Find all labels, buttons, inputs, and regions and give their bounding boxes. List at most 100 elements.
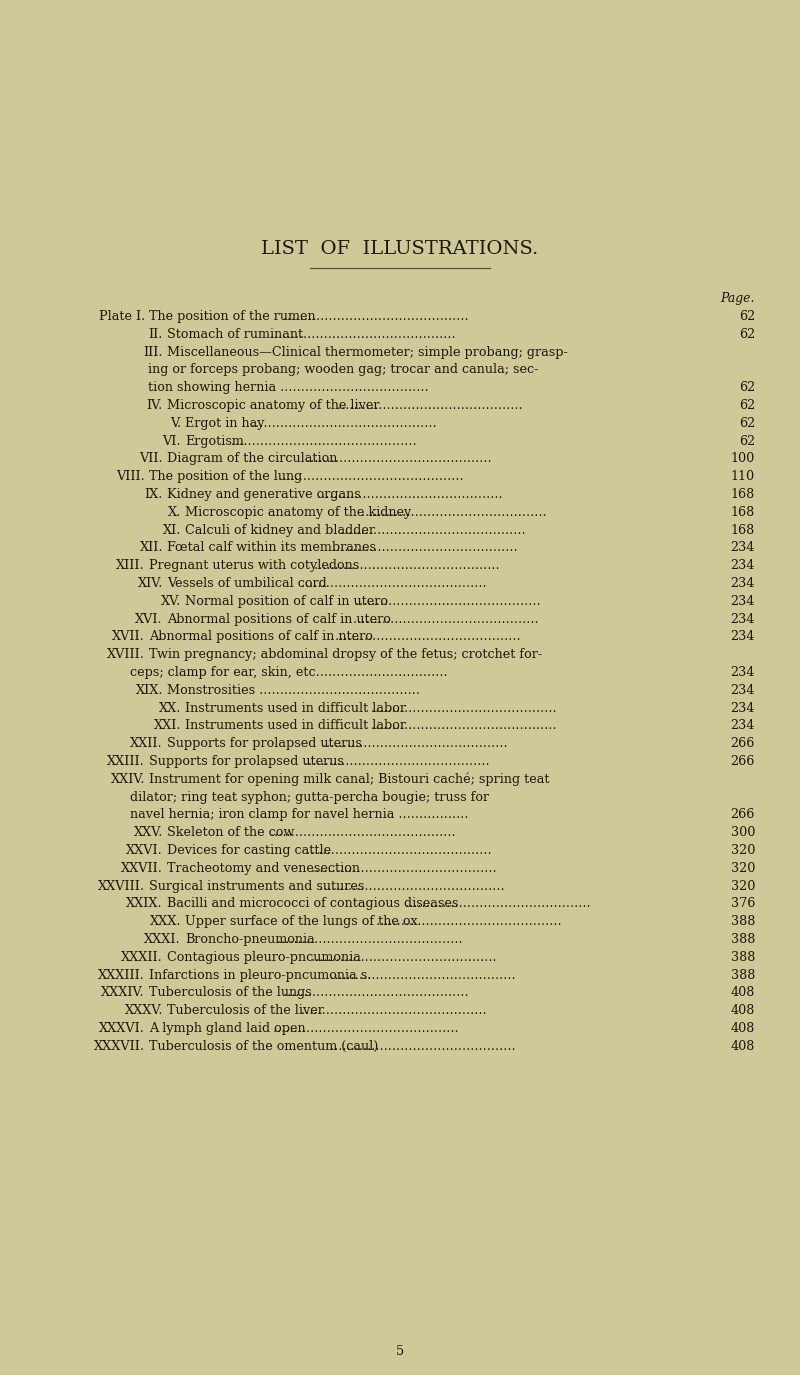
Text: .............................................: ........................................… xyxy=(336,524,526,536)
Text: XVII.: XVII. xyxy=(112,630,145,644)
Text: .............................................: ........................................… xyxy=(226,434,416,448)
Text: 234: 234 xyxy=(730,701,755,715)
Text: .............................................: ........................................… xyxy=(334,399,523,412)
Text: LIST  OF  ILLUSTRATIONS.: LIST OF ILLUSTRATIONS. xyxy=(262,241,538,258)
Text: Broncho-pneumonia: Broncho-pneumonia xyxy=(185,934,314,946)
Text: Calculi of kidney and bladder: Calculi of kidney and bladder xyxy=(185,524,375,536)
Text: XV.: XV. xyxy=(161,595,181,608)
Text: .............................................: ........................................… xyxy=(297,578,486,590)
Text: XVI.: XVI. xyxy=(135,613,163,626)
Text: II.: II. xyxy=(149,327,163,341)
Text: The position of the lung: The position of the lung xyxy=(149,470,302,483)
Text: .............................................: ........................................… xyxy=(357,506,546,518)
Text: Plate I.: Plate I. xyxy=(98,309,145,323)
Text: .............................................: ........................................… xyxy=(326,1040,515,1053)
Text: 408: 408 xyxy=(730,1004,755,1018)
Text: XX.: XX. xyxy=(158,701,181,715)
Text: navel hernia; iron clamp for navel hernia .................: navel hernia; iron clamp for navel herni… xyxy=(130,808,469,821)
Text: .............................................: ........................................… xyxy=(269,1022,458,1035)
Text: Ergot in hay: Ergot in hay xyxy=(185,417,265,430)
Text: Upper surface of the lungs of the ox: Upper surface of the lungs of the ox xyxy=(185,916,418,928)
Text: 376: 376 xyxy=(730,898,755,910)
Text: A lymph gland laid open: A lymph gland laid open xyxy=(149,1022,306,1035)
Text: Tuberculosis of the omentum (caul): Tuberculosis of the omentum (caul) xyxy=(149,1040,378,1053)
Text: dilator; ring teat syphon; gutta-percha bougie; truss for: dilator; ring teat syphon; gutta-percha … xyxy=(130,791,489,803)
Text: 266: 266 xyxy=(730,755,755,769)
Text: Fœtal calf within its membranes: Fœtal calf within its membranes xyxy=(167,542,376,554)
Text: Tuberculosis of the lungs: Tuberculosis of the lungs xyxy=(149,986,312,1000)
Text: 388: 388 xyxy=(730,934,755,946)
Text: 168: 168 xyxy=(730,506,755,518)
Text: XXVIII.: XXVIII. xyxy=(98,880,145,892)
Text: 100: 100 xyxy=(730,452,755,465)
Text: 234: 234 xyxy=(730,630,755,644)
Text: Surgical instruments and sutures: Surgical instruments and sutures xyxy=(149,880,364,892)
Text: Normal position of calf in utero: Normal position of calf in utero xyxy=(185,595,388,608)
Text: Pregnant uterus with cotyledons: Pregnant uterus with cotyledons xyxy=(149,560,359,572)
Text: The position of the rumen: The position of the rumen xyxy=(149,309,316,323)
Text: 300: 300 xyxy=(730,826,755,839)
Text: .............................................: ........................................… xyxy=(310,560,500,572)
Text: XXXII.: XXXII. xyxy=(122,950,163,964)
Text: Bacilli and micrococci of contagious diseases: Bacilli and micrococci of contagious dis… xyxy=(167,898,458,910)
Text: XIII.: XIII. xyxy=(116,560,145,572)
Text: .............................................: ........................................… xyxy=(349,613,538,626)
Text: Page.: Page. xyxy=(721,292,755,305)
Text: 234: 234 xyxy=(730,542,755,554)
Text: XXVII.: XXVII. xyxy=(121,862,163,874)
Text: XVIII.: XVIII. xyxy=(107,648,145,661)
Text: 234: 234 xyxy=(730,595,755,608)
Text: Diagram of the circulation: Diagram of the circulation xyxy=(167,452,338,465)
Text: .............................................: ........................................… xyxy=(326,968,515,982)
Text: .............................................: ........................................… xyxy=(367,701,557,715)
Text: 234: 234 xyxy=(730,578,755,590)
Text: XXIV.: XXIV. xyxy=(110,773,145,785)
Text: 168: 168 xyxy=(730,524,755,536)
Text: 266: 266 xyxy=(730,808,755,821)
Text: 62: 62 xyxy=(738,327,755,341)
Text: Ergotism: Ergotism xyxy=(185,434,244,448)
Text: 234: 234 xyxy=(730,613,755,626)
Text: 320: 320 xyxy=(730,862,755,874)
Text: .............................................: ........................................… xyxy=(274,934,463,946)
Text: XII.: XII. xyxy=(139,542,163,554)
Text: .............................................: ........................................… xyxy=(372,916,562,928)
Text: .............................................: ........................................… xyxy=(351,595,541,608)
Text: 234: 234 xyxy=(730,560,755,572)
Text: .............................................: ........................................… xyxy=(307,862,497,874)
Text: VIII.: VIII. xyxy=(116,470,145,483)
Text: .............................................: ........................................… xyxy=(318,737,507,751)
Text: .............................................: ........................................… xyxy=(279,986,469,1000)
Text: .............................................: ........................................… xyxy=(300,755,490,769)
Text: 320: 320 xyxy=(730,844,755,857)
Text: XXI.: XXI. xyxy=(154,719,181,733)
Text: Microscopic anatomy of the liver: Microscopic anatomy of the liver xyxy=(167,399,379,412)
Text: .............................................: ........................................… xyxy=(313,488,502,500)
Text: Instrument for opening milk canal; Bistouri caché; spring teat: Instrument for opening milk canal; Bisto… xyxy=(149,773,550,786)
Text: .............................................: ........................................… xyxy=(302,452,492,465)
Text: 408: 408 xyxy=(730,1040,755,1053)
Text: XXXI.: XXXI. xyxy=(144,934,181,946)
Text: 234: 234 xyxy=(730,666,755,679)
Text: Tuberculosis of the liver: Tuberculosis of the liver xyxy=(167,1004,324,1018)
Text: Instruments used in difficult labor: Instruments used in difficult labor xyxy=(185,719,406,733)
Text: Abnormal positions of calf in utero: Abnormal positions of calf in utero xyxy=(167,613,391,626)
Text: XXXIV.: XXXIV. xyxy=(102,986,145,1000)
Text: Abnormal positions of calf in ntero: Abnormal positions of calf in ntero xyxy=(149,630,373,644)
Text: Miscellaneous—Clinical thermometer; simple probang; grasp-: Miscellaneous—Clinical thermometer; simp… xyxy=(167,345,568,359)
Text: 408: 408 xyxy=(730,986,755,1000)
Text: .............................................: ........................................… xyxy=(331,630,521,644)
Text: XIX.: XIX. xyxy=(135,683,163,697)
Text: VII.: VII. xyxy=(139,452,163,465)
Text: tion showing hernia ....................................: tion showing hernia ....................… xyxy=(148,381,429,395)
Text: VI.: VI. xyxy=(162,434,181,448)
Text: ceps; clamp for ear, skin, etc................................: ceps; clamp for ear, skin, etc..........… xyxy=(130,666,448,679)
Text: V.: V. xyxy=(170,417,181,430)
Text: Skeleton of the cow: Skeleton of the cow xyxy=(167,826,294,839)
Text: XXX.: XXX. xyxy=(150,916,181,928)
Text: XXIII.: XXIII. xyxy=(107,755,145,769)
Text: .............................................: ........................................… xyxy=(266,826,455,839)
Text: Twin pregnancy; abdominal dropsy of the fetus; crotchet for-: Twin pregnancy; abdominal dropsy of the … xyxy=(149,648,542,661)
Text: 408: 408 xyxy=(730,1022,755,1035)
Text: .............................................: ........................................… xyxy=(367,719,557,733)
